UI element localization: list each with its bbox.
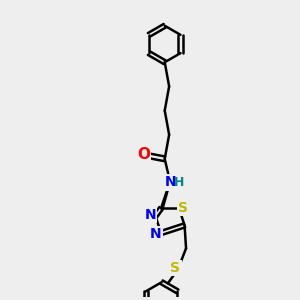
Text: N: N — [144, 208, 156, 222]
Text: S: S — [178, 201, 188, 215]
Text: N: N — [150, 227, 161, 241]
Text: N: N — [165, 176, 176, 189]
Text: O: O — [137, 147, 150, 162]
Text: H: H — [174, 176, 184, 189]
Text: S: S — [170, 261, 181, 275]
